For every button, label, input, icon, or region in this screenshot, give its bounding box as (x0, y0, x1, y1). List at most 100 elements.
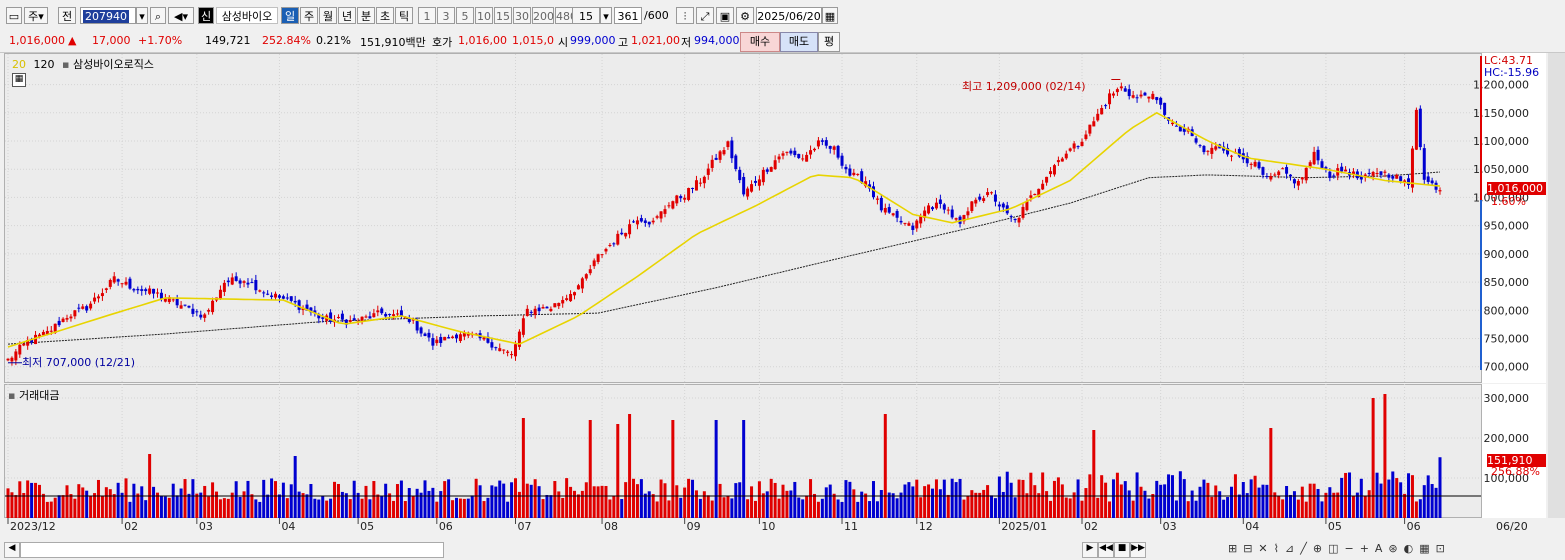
volume-bar (832, 493, 836, 518)
candle-body (96, 296, 100, 299)
candle-body (1237, 149, 1241, 157)
horizontal-scrollbar-thumb[interactable] (20, 542, 444, 558)
sell-button[interactable]: 매도 (780, 32, 818, 52)
search-icon[interactable]: ⌕ (150, 7, 166, 24)
volume-bar (356, 492, 360, 518)
candle-body (494, 347, 498, 349)
save-icon[interactable]: ▣ (716, 7, 734, 24)
candle-body (875, 198, 879, 200)
candle-type-icon[interactable]: ⫶ (676, 7, 694, 24)
volume-bar (978, 492, 982, 518)
drawing-tools[interactable]: ⊞⊟✕⌇⊿╱⊕◫−+A⊛◐▦⊡ (1228, 542, 1451, 555)
all-toggle[interactable]: 전 (58, 7, 76, 24)
last-value-marker: 151,910 (1487, 454, 1546, 467)
volume-bar (281, 482, 285, 518)
candle-body (671, 201, 675, 209)
buy-button[interactable]: 매수 (740, 32, 780, 52)
volume-bar (993, 498, 997, 518)
low-price: 994,000 (694, 34, 740, 47)
settings-gear-icon[interactable]: ⚙ (736, 7, 754, 24)
period-1-button[interactable]: 주 (300, 7, 318, 24)
interval-select[interactable]: 15 (572, 7, 600, 24)
rewind-icon[interactable]: ◀◀ (1098, 542, 1114, 558)
volume-bar (447, 479, 451, 518)
stock-code-input[interactable]: 207940 (80, 7, 136, 24)
interval-3-button[interactable]: 3 (437, 7, 455, 24)
volume-bar (517, 491, 521, 518)
fast-forward-icon[interactable]: ▶▶ (1130, 542, 1146, 558)
period-6-button[interactable]: 틱 (395, 7, 413, 24)
volume-bar (628, 414, 632, 518)
line-tool-icon[interactable]: ⤢ (696, 7, 714, 24)
candle-body (1033, 193, 1037, 196)
candle-body (364, 316, 368, 318)
volume-bar (1029, 472, 1033, 518)
interval-5-button[interactable]: 5 (456, 7, 474, 24)
period-5-button[interactable]: 초 (376, 7, 394, 24)
volume-bar (22, 492, 26, 518)
candle-body (152, 288, 156, 294)
volume-bar (108, 489, 112, 518)
volume-bar (510, 482, 514, 518)
code-dropdown[interactable]: ▾ (136, 7, 148, 24)
volume-bar (785, 490, 789, 518)
volume-bar (96, 479, 100, 518)
period-2-button[interactable]: 월 (319, 7, 337, 24)
candle-body (203, 314, 207, 318)
volume-bar (757, 481, 761, 518)
volume-bar (860, 491, 864, 518)
volume-bar (207, 496, 211, 518)
volume-bar (431, 487, 435, 518)
date-input[interactable]: 2025/06/20 (756, 7, 822, 24)
period-0-button[interactable]: 일 (281, 7, 299, 24)
speaker-icon[interactable]: ◀▾ (168, 7, 194, 24)
scroll-right-icon[interactable]: ▶ (1082, 542, 1098, 558)
time-tick-label: 06/20 (1496, 520, 1528, 533)
volume-ratio: 252.84% (262, 34, 311, 47)
candle-body (211, 300, 215, 313)
price-legend: 20 120 ▪ 삼성바이오로직스 (12, 58, 154, 71)
candle-body (722, 150, 726, 155)
low-label: 저 (681, 36, 692, 49)
scroll-left-icon[interactable]: ◀ (4, 542, 20, 558)
volume-bar (30, 482, 34, 518)
candle-body (340, 313, 344, 320)
interval-dropdown[interactable]: ▾ (600, 7, 612, 24)
count-input[interactable]: 361 (614, 7, 642, 24)
period-3-button[interactable]: 년 (338, 7, 356, 24)
candle-body (30, 338, 34, 343)
candle-body (266, 293, 270, 295)
candle-body (1084, 134, 1088, 140)
candle-body (584, 274, 588, 279)
period-4-button[interactable]: 분 (357, 7, 375, 24)
volume-bar (1383, 394, 1387, 518)
table-icon[interactable]: ▦ (12, 73, 26, 87)
volume-bar (301, 493, 305, 518)
market-type-select[interactable]: 주▾ (24, 7, 48, 24)
candle-body (580, 278, 584, 289)
volume-bar (966, 495, 970, 518)
candle-body (443, 336, 447, 341)
window-icon[interactable]: ▭ (6, 7, 22, 24)
volume-bar (140, 486, 144, 518)
interval-10-button[interactable]: 10 (475, 7, 493, 24)
interval-30-button[interactable]: 30 (513, 7, 531, 24)
calendar-icon[interactable]: ▦ (822, 7, 838, 24)
candle-body (277, 295, 281, 298)
evaluate-button[interactable]: 평 (818, 32, 840, 52)
candle-body (37, 334, 41, 337)
candle-body (108, 279, 112, 287)
volume-bar (321, 496, 325, 518)
volume-bar (958, 478, 962, 518)
interval-1-button[interactable]: 1 (418, 7, 436, 24)
interval-15-button[interactable]: 15 (494, 7, 512, 24)
interval-200-button[interactable]: 200 (532, 7, 554, 24)
volume-bar (675, 485, 679, 518)
volume-bar (152, 486, 156, 518)
volume-bar (1190, 490, 1194, 518)
stop-icon[interactable]: ■ (1114, 542, 1130, 558)
volume-bar (34, 482, 38, 518)
candle-body (116, 279, 120, 282)
right-scrollbar[interactable] (1548, 53, 1565, 518)
volume-bar (1041, 472, 1045, 518)
